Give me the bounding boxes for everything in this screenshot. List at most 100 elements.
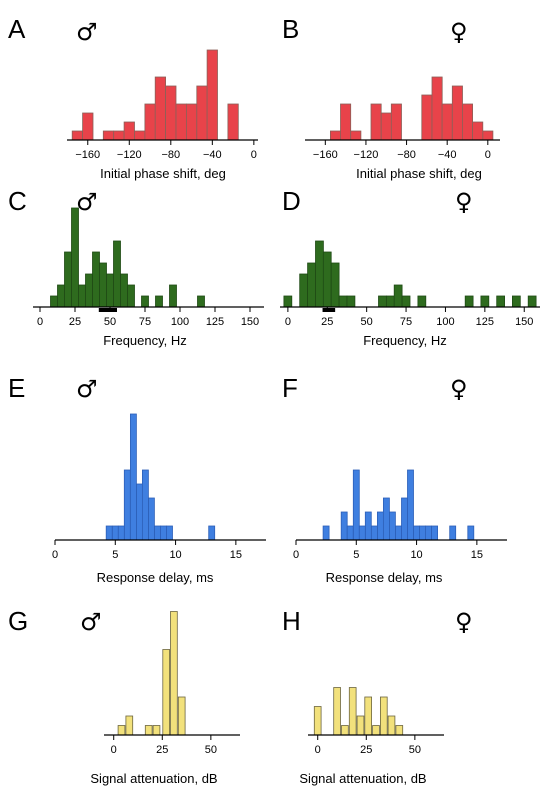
chart-g: 0 25 50 [104, 611, 240, 756]
bar [467, 525, 475, 541]
x-tick-label: 0 [285, 316, 291, 328]
panel-e: E ♂ 0 5 10 15 Response delay, ms [8, 373, 266, 585]
panel-g: G ♂ 0 25 50 Signal attenuation, dB [8, 606, 240, 786]
x-tick-label: −120 [354, 149, 379, 161]
bar [461, 103, 473, 141]
bar [350, 130, 362, 141]
bar [449, 525, 457, 541]
bar [206, 49, 218, 141]
bar [393, 284, 403, 308]
bar [352, 469, 360, 541]
x-tick-label: 0 [37, 316, 43, 328]
bar [120, 273, 128, 308]
chart-h: 0 25 50 [308, 687, 444, 756]
bar [419, 525, 427, 541]
bar [135, 483, 143, 541]
chart-e: 0 5 10 15 [52, 413, 266, 561]
bar [364, 511, 372, 541]
bar [123, 469, 131, 541]
x-tick-label: 75 [139, 316, 151, 328]
bar [315, 240, 324, 308]
x-tick-label: 0 [315, 744, 321, 756]
x-tick-label: 125 [476, 316, 494, 328]
bar [330, 262, 340, 308]
bar [127, 284, 135, 308]
x-tick-label: 50 [361, 316, 373, 328]
bar [71, 207, 79, 308]
bar [313, 706, 322, 736]
panel-a-letter: A [8, 14, 26, 44]
bar [464, 295, 474, 308]
bar [57, 284, 65, 308]
bar [388, 511, 396, 541]
bar [155, 295, 163, 308]
bar [154, 525, 161, 541]
bar [196, 85, 208, 141]
chart-e-xlabel: Response delay, ms [97, 570, 214, 585]
x-tick-label: 125 [206, 316, 224, 328]
bar [125, 715, 134, 736]
bar [322, 525, 330, 541]
bar [165, 85, 177, 141]
bar [166, 525, 173, 541]
x-tick-label: 15 [230, 549, 242, 561]
bar [441, 103, 453, 141]
x-tick-label: 150 [515, 316, 533, 328]
bar [111, 525, 119, 541]
bar [376, 511, 384, 541]
bar [413, 525, 421, 541]
bar [152, 725, 161, 736]
bar [329, 130, 341, 141]
panel-c: C ♂ 0 25 50 75 100 125 150 Frequency, Hz [8, 186, 264, 348]
bar [333, 687, 341, 736]
x-tick-label: 5 [112, 549, 118, 561]
bar [431, 525, 439, 541]
bar [451, 85, 463, 141]
bar [99, 262, 107, 308]
bar [385, 295, 395, 308]
bar [338, 295, 348, 308]
x-tick-label: −40 [203, 149, 222, 161]
bar [527, 295, 537, 308]
bar [141, 469, 149, 541]
bar [208, 525, 216, 541]
x-tick-label: −120 [117, 149, 142, 161]
bar [134, 130, 146, 141]
bar [387, 715, 396, 736]
bar [117, 725, 126, 736]
x-tick-label: 0 [293, 549, 299, 561]
bar [378, 295, 387, 308]
bar [117, 525, 125, 541]
panel-e-sex: ♂ [76, 375, 98, 403]
chart-f: 0 5 10 15 [293, 469, 507, 561]
x-tick-label: 5 [353, 549, 359, 561]
range-marker [322, 308, 336, 312]
bar [82, 112, 94, 141]
bar [160, 525, 167, 541]
bar [380, 112, 392, 141]
bar [169, 284, 177, 308]
x-tick-label: 0 [52, 549, 58, 561]
bar [129, 413, 137, 541]
panel-h: H ♀ 0 25 50 Signal attenuation, dB [282, 606, 473, 786]
bar [472, 121, 484, 141]
bar [113, 130, 125, 141]
x-tick-label: −80 [397, 149, 416, 161]
bar [102, 130, 115, 141]
bar [512, 295, 521, 308]
bar [496, 295, 506, 308]
bar [322, 251, 332, 308]
bar [382, 497, 390, 541]
bar [71, 130, 83, 141]
x-tick-label: 0 [251, 149, 257, 161]
panel-e-letter: E [8, 373, 25, 403]
panel-b: B ♀ −160 −120 −80 −40 0 Initial phase shift,… [282, 14, 500, 181]
bar [356, 715, 365, 736]
bar [431, 76, 443, 141]
bar [482, 130, 494, 141]
bar [170, 611, 178, 736]
bar [123, 121, 135, 141]
bar [425, 525, 433, 541]
x-tick-label: −40 [438, 149, 457, 161]
